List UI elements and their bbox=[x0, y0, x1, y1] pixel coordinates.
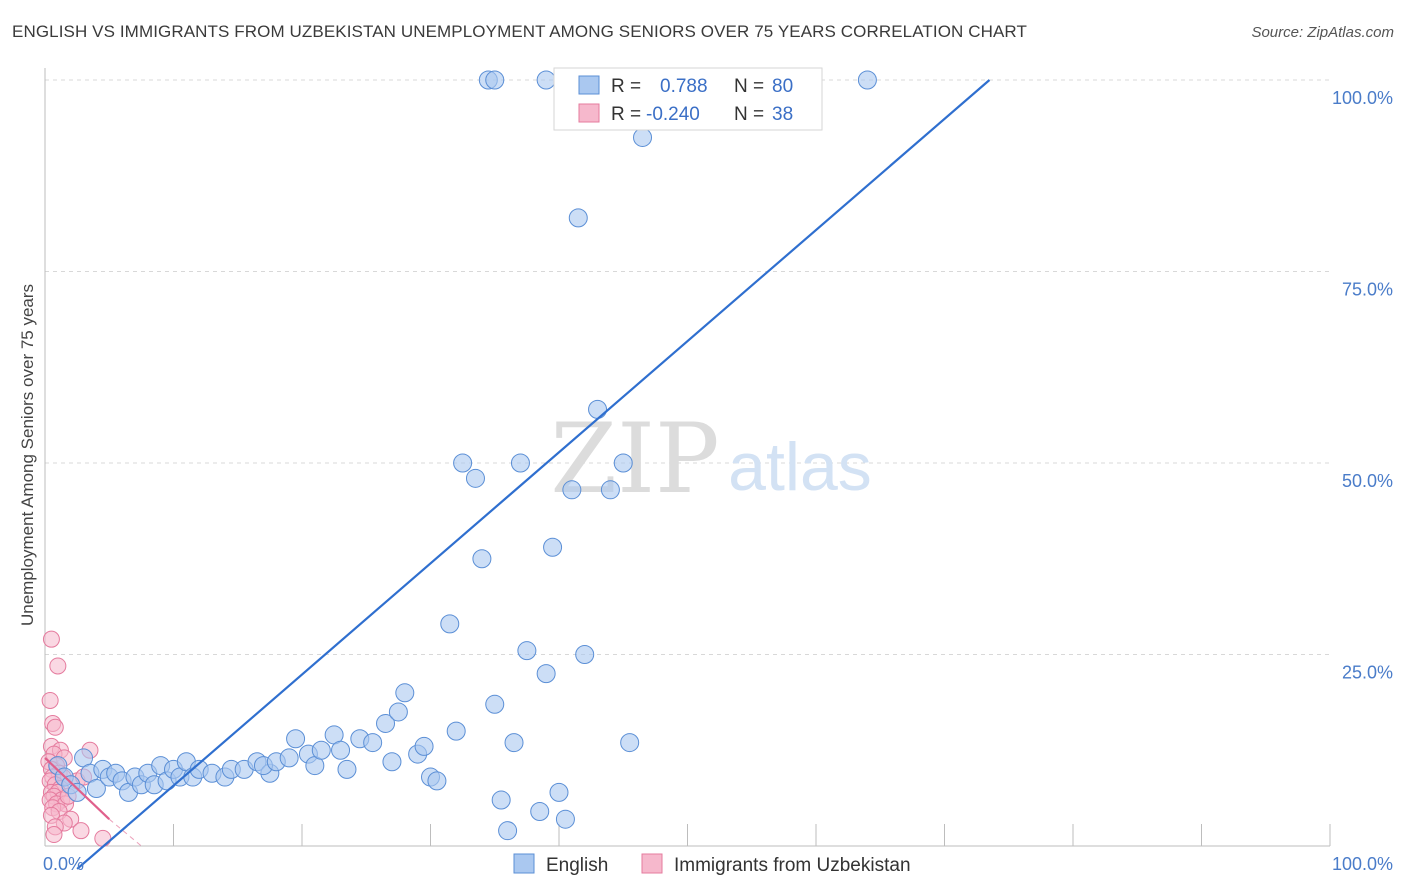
english-point-31 bbox=[279, 748, 299, 768]
legend-r-label-uzbek: R = bbox=[611, 104, 641, 125]
y-axis-label: Unemployment Among Seniors over 75 years bbox=[18, 284, 37, 626]
watermark: ZIP atlas bbox=[550, 403, 871, 515]
english-point-68 bbox=[588, 399, 608, 419]
english-point-50 bbox=[446, 721, 466, 741]
english-point-67 bbox=[575, 645, 595, 664]
uzbek-point-35 bbox=[94, 829, 112, 847]
english-point-48 bbox=[427, 771, 447, 791]
uzbek-series-points bbox=[40, 630, 112, 847]
english-point-63 bbox=[549, 782, 569, 802]
english-point-64 bbox=[555, 809, 575, 829]
grid-lines bbox=[45, 79, 1330, 655]
uzbek-trend-line-dashed bbox=[108, 818, 142, 847]
x-tick-label-min: 0.0% bbox=[43, 854, 84, 874]
chart-title: ENGLISH VS IMMIGRANTS FROM UZBEKISTAN UN… bbox=[12, 22, 1027, 41]
y-tick-labels: 25.0% 50.0% 75.0% 100.0% bbox=[1332, 88, 1393, 683]
english-point-69 bbox=[600, 480, 620, 500]
english-point-74 bbox=[536, 70, 556, 90]
english-point-77 bbox=[633, 127, 653, 147]
y-tick-label-0: 25.0% bbox=[1342, 663, 1393, 683]
english-point-6 bbox=[86, 779, 106, 799]
english-point-32 bbox=[286, 729, 306, 749]
english-point-73 bbox=[485, 70, 505, 90]
english-point-70 bbox=[613, 453, 633, 473]
english-point-60 bbox=[530, 802, 550, 822]
english-point-65 bbox=[562, 480, 582, 500]
legend-n-value-english: 80 bbox=[772, 76, 793, 97]
legend-r-value-uzbek: -0.240 bbox=[646, 104, 700, 125]
legend-n-label-english: N = bbox=[734, 76, 764, 97]
english-point-59 bbox=[517, 641, 537, 661]
x-tick-label-max: 100.0% bbox=[1332, 854, 1393, 874]
legend-n-label-uzbek: N = bbox=[734, 104, 764, 125]
uzbek-point-4 bbox=[46, 718, 64, 736]
uzbek-point-1 bbox=[49, 657, 67, 675]
correlation-legend: R = 0.788 N = 80 R = -0.240 N = 38 bbox=[553, 67, 823, 131]
y-tick-label-2: 75.0% bbox=[1342, 280, 1393, 300]
english-point-55 bbox=[491, 790, 511, 810]
english-point-3 bbox=[67, 782, 87, 802]
uzbek-trend-line bbox=[44, 757, 111, 820]
english-point-56 bbox=[498, 821, 518, 841]
legend-n-value-uzbek: 38 bbox=[772, 104, 793, 125]
bottom-legend-uzbek: Immigrants from Uzbekistan bbox=[674, 855, 911, 876]
english-point-43 bbox=[388, 702, 408, 722]
bottom-legend-english: English bbox=[546, 855, 608, 876]
uzbek-point-0 bbox=[42, 630, 60, 648]
legend-r-value-english: 0.788 bbox=[660, 76, 708, 97]
english-series-points bbox=[48, 70, 877, 841]
english-point-62 bbox=[543, 537, 563, 557]
english-point-61 bbox=[536, 664, 556, 684]
legend-swatch-uzbek bbox=[578, 103, 600, 123]
english-point-79 bbox=[857, 70, 877, 90]
english-point-37 bbox=[331, 740, 351, 760]
uzbek-point-34 bbox=[72, 822, 90, 840]
english-point-57 bbox=[504, 733, 524, 753]
english-point-49 bbox=[440, 614, 460, 634]
uzbek-point-2 bbox=[41, 691, 59, 709]
axes bbox=[44, 68, 1331, 847]
y-tick-label-1: 50.0% bbox=[1342, 471, 1393, 491]
y-tick-label-3: 100.0% bbox=[1332, 88, 1393, 108]
english-point-71 bbox=[620, 733, 640, 753]
trend-lines bbox=[44, 79, 991, 870]
english-point-38 bbox=[337, 759, 357, 779]
english-point-54 bbox=[485, 694, 505, 714]
uzbek-point-36 bbox=[45, 826, 63, 844]
bottom-legend-swatch-english bbox=[513, 853, 535, 874]
source-credit: Source: ZipAtlas.com bbox=[1251, 24, 1394, 41]
english-point-35 bbox=[311, 740, 331, 760]
english-point-53 bbox=[472, 549, 492, 569]
legend-r-label-english: R = bbox=[611, 76, 641, 97]
watermark-atlas: atlas bbox=[728, 429, 872, 505]
legend-swatch-english bbox=[578, 75, 600, 95]
english-point-46 bbox=[414, 736, 434, 756]
english-point-42 bbox=[382, 752, 402, 772]
english-point-51 bbox=[453, 453, 473, 473]
english-point-52 bbox=[465, 468, 485, 488]
english-point-58 bbox=[510, 453, 530, 473]
english-trend-line bbox=[76, 79, 991, 870]
english-point-44 bbox=[395, 683, 415, 703]
series-legend: English Immigrants from Uzbekistan bbox=[513, 853, 911, 876]
english-point-66 bbox=[568, 208, 588, 228]
english-point-41 bbox=[376, 713, 396, 733]
bottom-legend-swatch-uzbek bbox=[641, 853, 663, 874]
english-point-40 bbox=[363, 733, 383, 753]
